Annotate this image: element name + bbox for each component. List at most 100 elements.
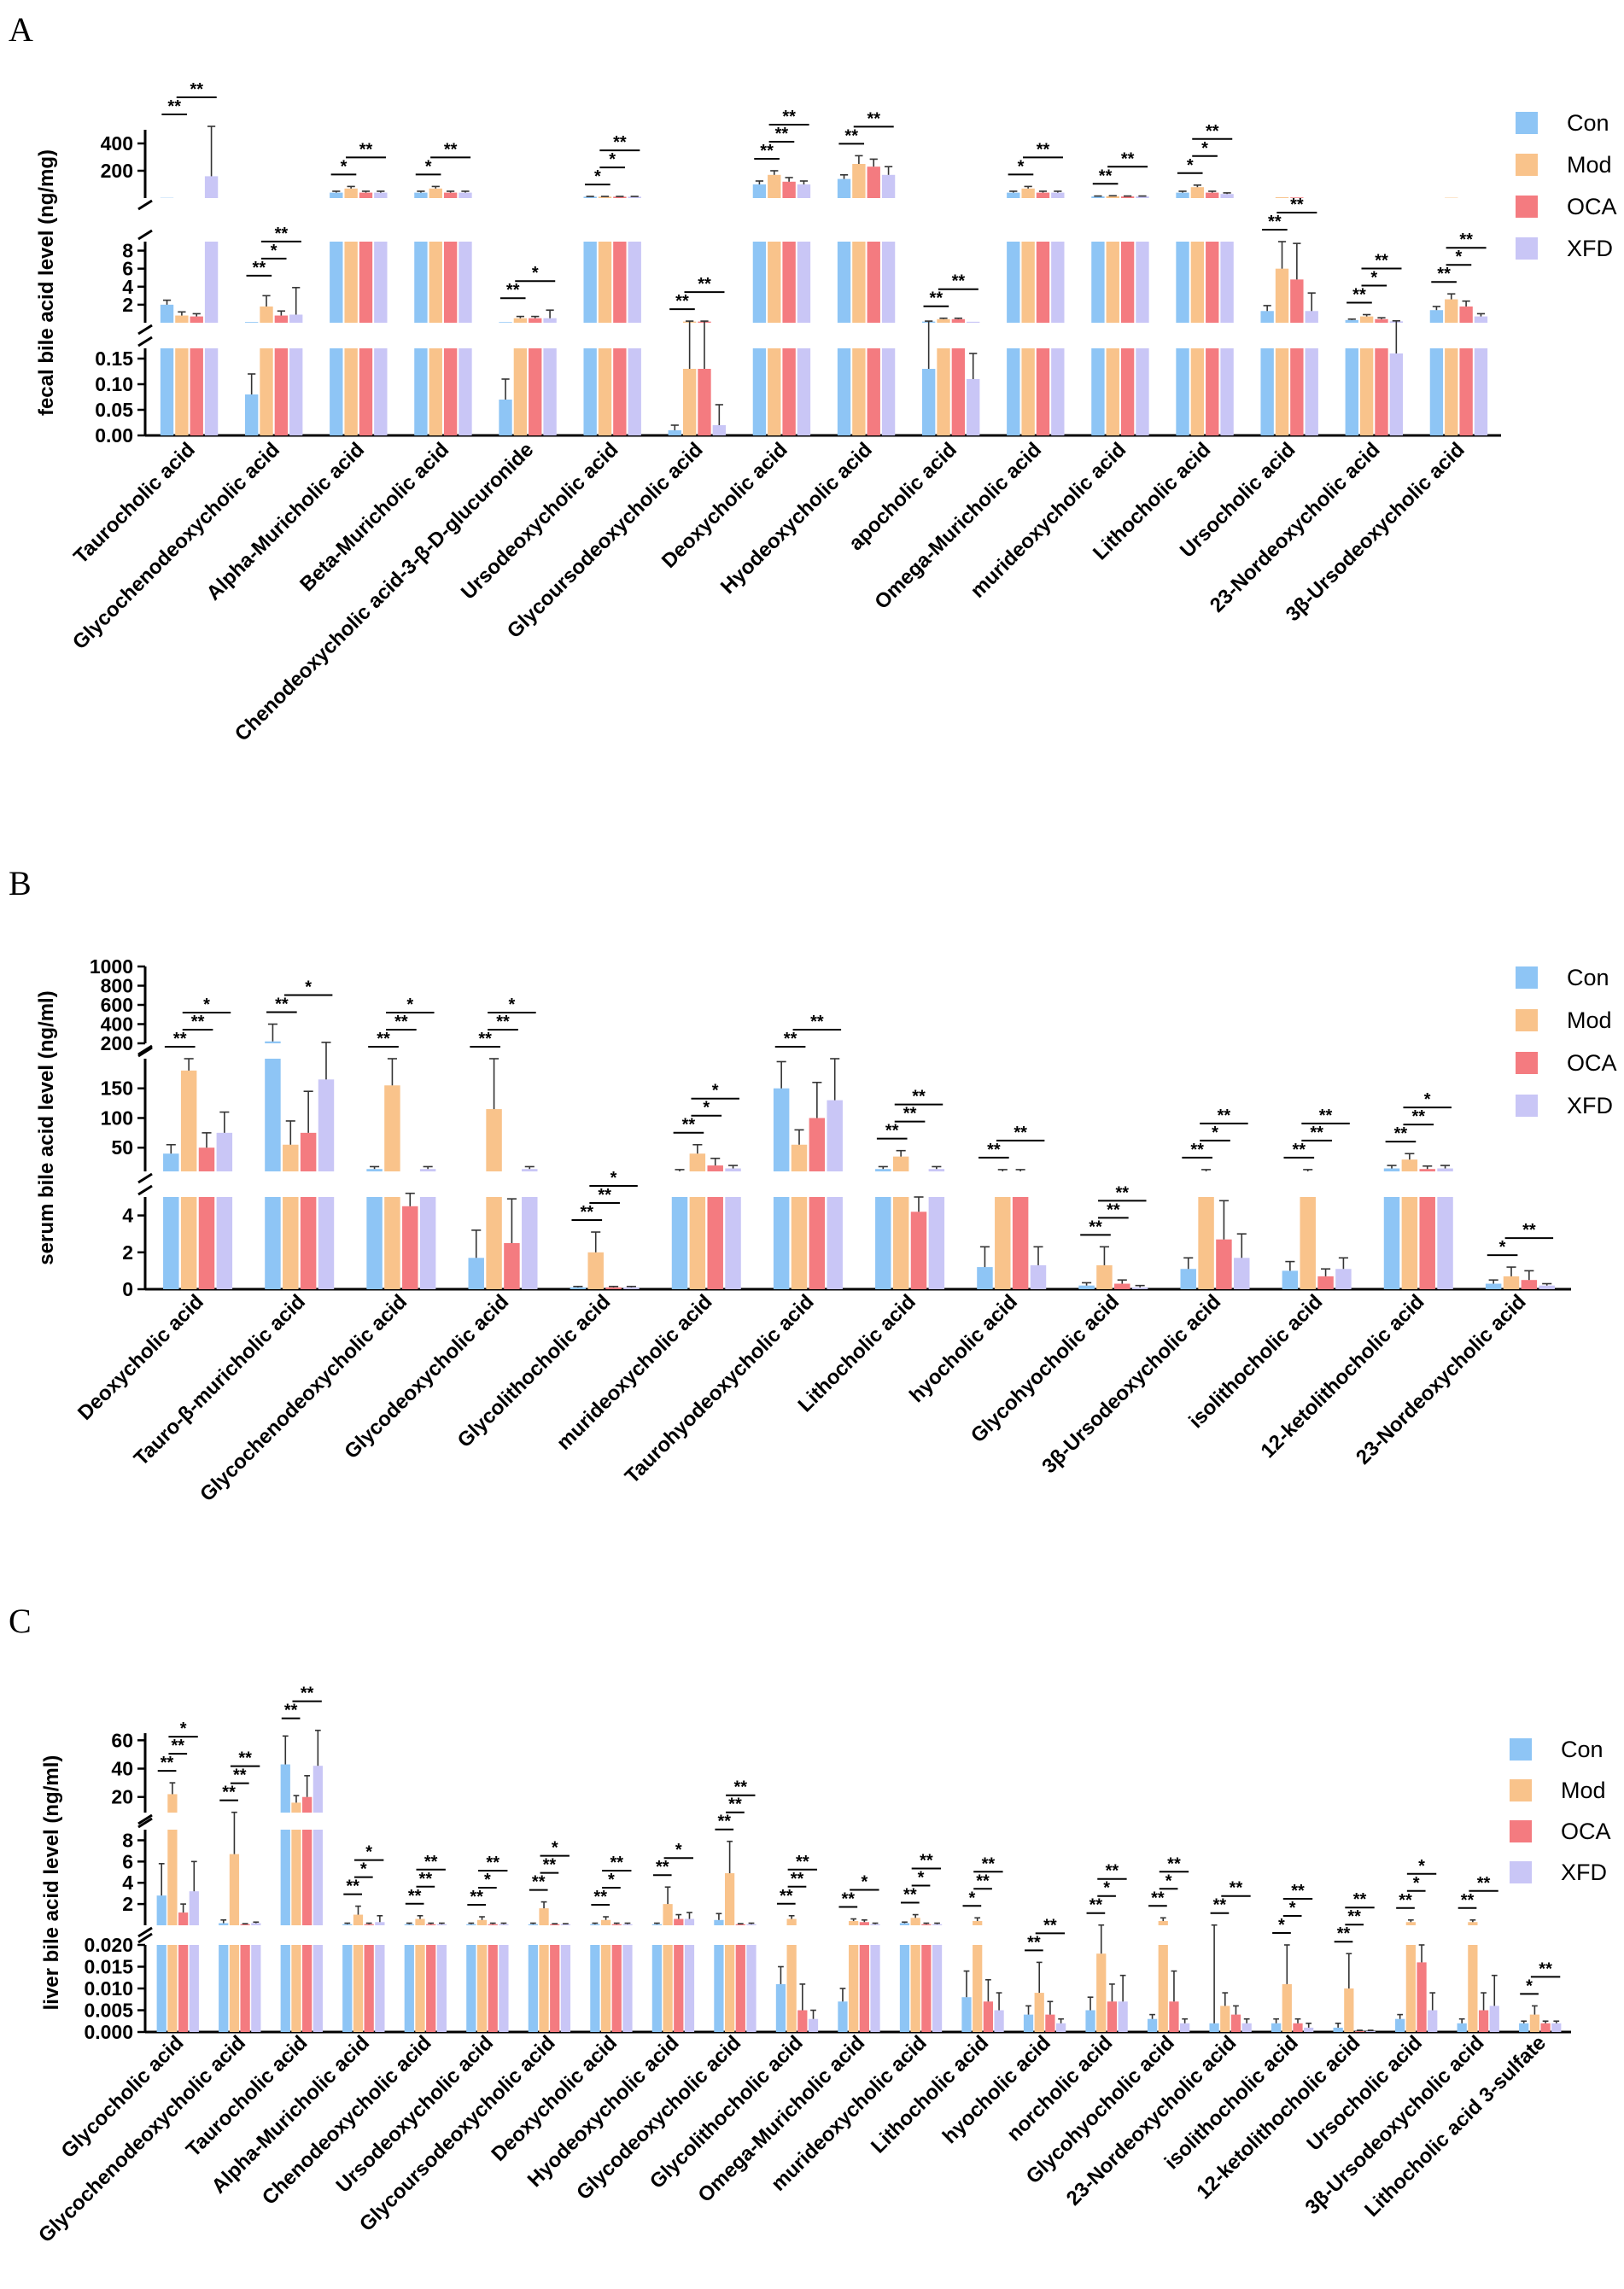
bar-con bbox=[590, 1924, 600, 1925]
bar-oca bbox=[1459, 307, 1473, 323]
bar-xfd bbox=[1551, 2023, 1562, 2032]
bar-mod bbox=[892, 1197, 909, 1289]
significance-label: * bbox=[484, 1871, 491, 1889]
significance-label: ** bbox=[1218, 1107, 1231, 1125]
bar-mod bbox=[180, 1197, 197, 1289]
bar-oca bbox=[605, 1287, 622, 1289]
bar-con bbox=[342, 1924, 353, 1925]
y-tick-label: 0.000 bbox=[84, 2021, 133, 2043]
bar-con bbox=[160, 304, 174, 323]
bar-mod bbox=[180, 1070, 197, 1171]
bar-xfd bbox=[797, 184, 811, 198]
significance-label: ** bbox=[1459, 231, 1473, 249]
legend-swatch-oca bbox=[1510, 1820, 1532, 1842]
bar-con bbox=[752, 348, 767, 435]
significance-label: * bbox=[425, 157, 432, 176]
bar-oca bbox=[488, 1924, 498, 1925]
significance-label: * bbox=[861, 1873, 867, 1892]
bar-mod bbox=[1198, 1197, 1214, 1289]
x-tick-label: Chenodeoxycholic acid-3-β-D-glucuronide bbox=[231, 438, 538, 745]
bar-oca bbox=[1120, 196, 1135, 198]
significance-label: ** bbox=[1394, 1124, 1408, 1143]
bar-mod bbox=[1468, 1945, 1478, 2032]
bar-con bbox=[1271, 2023, 1282, 2032]
bar-oca bbox=[951, 318, 966, 323]
bar-xfd bbox=[725, 1197, 741, 1289]
significance-label: ** bbox=[470, 1888, 483, 1907]
bar-oca bbox=[1169, 2001, 1179, 2032]
bar-con bbox=[1091, 196, 1105, 198]
significance-label: * bbox=[203, 996, 210, 1014]
significance-label: ** bbox=[543, 1856, 557, 1875]
significance-label: ** bbox=[1106, 1862, 1119, 1881]
bar-mod bbox=[1445, 299, 1458, 323]
bar-con bbox=[404, 1945, 414, 2032]
bar-con bbox=[468, 1258, 484, 1289]
bar-mod bbox=[786, 1918, 797, 1925]
significance-label: ** bbox=[734, 1778, 748, 1797]
bar-oca bbox=[550, 1924, 560, 1925]
significance-label: ** bbox=[1290, 196, 1304, 214]
bar-mod bbox=[1021, 242, 1035, 323]
bar-con bbox=[163, 1153, 179, 1171]
significance-label: ** bbox=[1353, 1890, 1367, 1909]
legend-label: Mod bbox=[1567, 152, 1612, 178]
bar-xfd bbox=[251, 1923, 261, 1925]
bar-xfd bbox=[808, 2018, 819, 2032]
significance-label: ** bbox=[233, 1766, 247, 1785]
significance-label: * bbox=[360, 1860, 367, 1879]
x-tick-label: norcholic acid bbox=[1002, 2031, 1117, 2146]
bar-con bbox=[366, 1197, 383, 1289]
bar-con bbox=[1345, 319, 1358, 323]
panel-letter: B bbox=[9, 864, 32, 902]
bar-xfd bbox=[313, 1766, 323, 1813]
bar-xfd bbox=[1118, 2001, 1128, 2032]
bar-xfd bbox=[522, 1197, 538, 1289]
y-tick-label: 6 bbox=[122, 258, 133, 280]
bar-con bbox=[280, 1830, 290, 1925]
bar-xfd bbox=[289, 314, 303, 323]
bar-mod bbox=[1190, 242, 1205, 323]
significance-label: ** bbox=[171, 1737, 184, 1755]
bar-con bbox=[156, 1945, 166, 2032]
y-tick-label: 0 bbox=[122, 1278, 133, 1300]
bar-mod bbox=[1021, 348, 1035, 435]
significance-label: ** bbox=[1399, 1891, 1412, 1910]
bar-xfd bbox=[1136, 196, 1149, 198]
bar-oca bbox=[1206, 192, 1219, 198]
significance-label: * bbox=[675, 1841, 682, 1860]
x-tick-label: 12-ketolithocholic acid bbox=[1256, 1290, 1428, 1463]
significance-label: * bbox=[1499, 1238, 1506, 1257]
bar-oca bbox=[1206, 348, 1219, 435]
bar-oca bbox=[426, 1924, 436, 1925]
bar-mod bbox=[786, 1945, 797, 2032]
bar-con bbox=[414, 348, 428, 435]
bar-con bbox=[330, 348, 343, 435]
bar-con bbox=[773, 1197, 790, 1289]
bar-oca bbox=[782, 181, 796, 198]
y-tick-label: 0.00 bbox=[95, 424, 133, 447]
bar-xfd bbox=[1428, 2010, 1438, 2032]
bar-oca bbox=[1120, 348, 1135, 435]
bar-oca bbox=[809, 1197, 826, 1289]
bar-oca bbox=[1290, 279, 1304, 323]
bar-con bbox=[219, 1923, 229, 1925]
bar-con bbox=[244, 322, 259, 323]
bar-oca bbox=[674, 1918, 684, 1925]
bar-mod bbox=[973, 1945, 983, 2032]
bar-xfd bbox=[522, 1169, 538, 1171]
legend-swatch-con bbox=[1516, 966, 1538, 989]
legend-swatch-xfd bbox=[1516, 237, 1538, 260]
significance-label: * bbox=[406, 996, 413, 1014]
bar-mod bbox=[1445, 348, 1458, 435]
bar-oca bbox=[983, 2001, 994, 2032]
significance-label: ** bbox=[1027, 1933, 1041, 1952]
y-tick-label: 2 bbox=[122, 294, 133, 316]
bar-oca bbox=[529, 318, 542, 323]
bar-mod bbox=[167, 1794, 178, 1813]
bar-oca bbox=[921, 1924, 932, 1925]
bar-mod bbox=[598, 196, 612, 198]
bar-con bbox=[404, 1924, 414, 1925]
bar-oca bbox=[443, 242, 458, 323]
